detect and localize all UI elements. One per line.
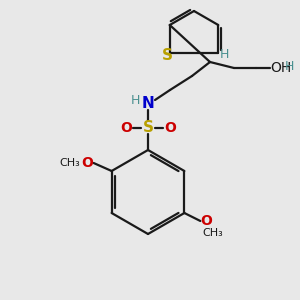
Text: CH₃: CH₃ bbox=[59, 158, 80, 168]
Text: CH₃: CH₃ bbox=[202, 228, 223, 238]
Text: N: N bbox=[142, 97, 154, 112]
Text: O: O bbox=[200, 214, 212, 228]
Text: H: H bbox=[219, 47, 229, 61]
Text: H: H bbox=[284, 59, 294, 73]
Text: OH: OH bbox=[270, 61, 291, 75]
Text: S: S bbox=[142, 121, 154, 136]
Text: O: O bbox=[120, 121, 132, 135]
Text: H: H bbox=[130, 94, 140, 107]
Text: O: O bbox=[82, 156, 94, 170]
Text: O: O bbox=[164, 121, 176, 135]
Text: S: S bbox=[162, 47, 173, 62]
